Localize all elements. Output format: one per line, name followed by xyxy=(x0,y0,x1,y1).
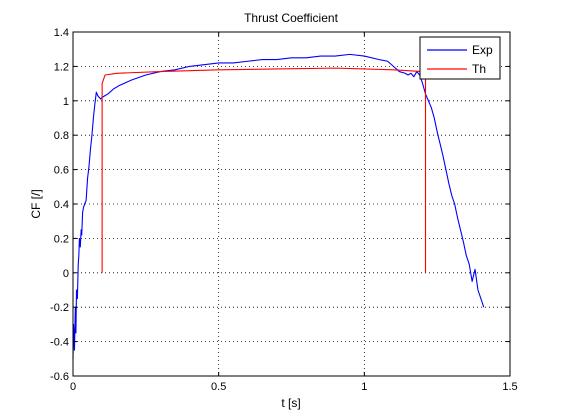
x-tick-label: 0.5 xyxy=(211,381,226,393)
y-tick-label: 0.8 xyxy=(54,130,69,142)
x-tick-label: 1.5 xyxy=(502,381,517,393)
y-axis-label: CF [/] xyxy=(29,189,43,218)
chart-title: Thrust Coefficient xyxy=(244,11,338,25)
ticks xyxy=(72,31,511,377)
x-tick-label: 0 xyxy=(70,381,76,393)
y-tick-label: -0.2 xyxy=(50,302,69,314)
y-tick-label: 0.4 xyxy=(54,199,69,211)
x-tick-label: 1 xyxy=(361,381,367,393)
y-tick-label: 1.4 xyxy=(54,27,69,39)
y-tick-label: -0.6 xyxy=(50,371,69,383)
legend-label-exp: Exp xyxy=(472,43,493,57)
y-tick-label: 1 xyxy=(63,96,69,108)
y-tick-label: -0.4 xyxy=(50,337,69,349)
y-tick-label: 0 xyxy=(63,268,69,280)
legend: Exp Th xyxy=(419,36,501,80)
plot-area xyxy=(73,32,510,376)
grid-lines xyxy=(73,32,510,376)
y-tick-label: 0.2 xyxy=(54,233,69,245)
tick-labels: 0 0.5 1 1.5 -0.6 -0.4 -0.2 0 0.2 0.4 0.6 0.8 1 1.2 1.4 xyxy=(50,27,518,393)
y-tick-label: 0.6 xyxy=(54,165,69,177)
x-axis-label: t [s] xyxy=(281,396,300,410)
series-line-exp xyxy=(72,53,485,359)
legend-label-th: Th xyxy=(472,62,486,76)
legend-box xyxy=(419,36,501,80)
y-tick-label: 1.2 xyxy=(54,61,69,73)
